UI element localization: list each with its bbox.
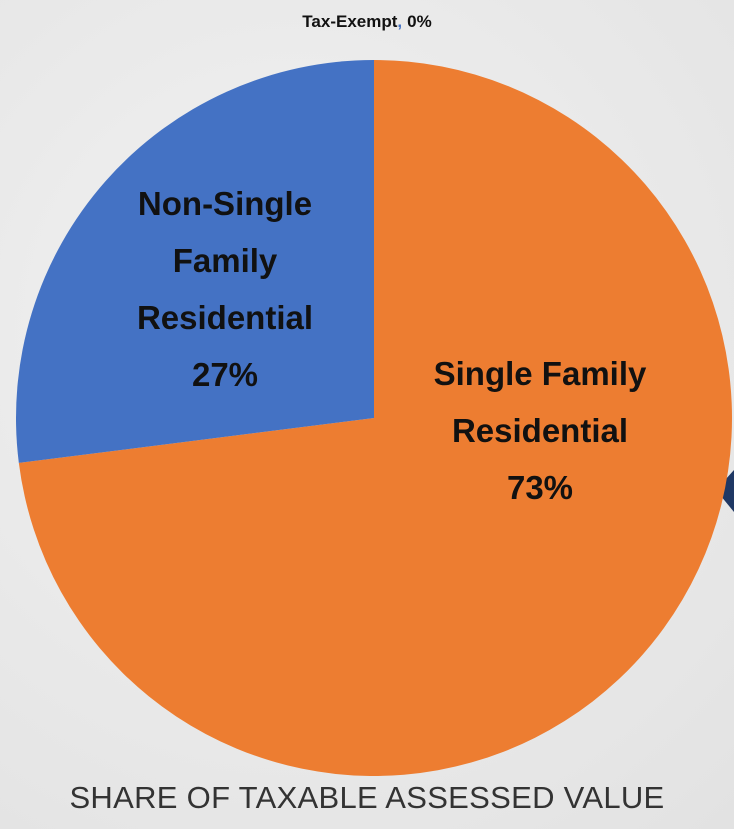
slice-label: Tax-Exempt, 0%	[0, 12, 734, 32]
value-label: 0%	[407, 12, 432, 31]
slice-label: Non-Single Family Residential 27%	[95, 175, 355, 403]
value-label: 73%	[506, 469, 574, 506]
pie-slice	[18, 60, 732, 776]
value-label: 27%	[191, 356, 259, 393]
category-label: Single Family Residential	[433, 355, 647, 449]
category-label: Non-Single Family Residential	[136, 185, 314, 336]
chart-title: SHARE OF TAXABLE ASSESSED VALUE	[69, 780, 665, 815]
slice-label: Single Family Residential 73%	[400, 345, 680, 516]
separator: ,	[397, 12, 403, 31]
category-label: Tax-Exempt	[302, 12, 398, 31]
arrow-decoration	[716, 470, 734, 512]
pie-slice	[15, 60, 374, 463]
